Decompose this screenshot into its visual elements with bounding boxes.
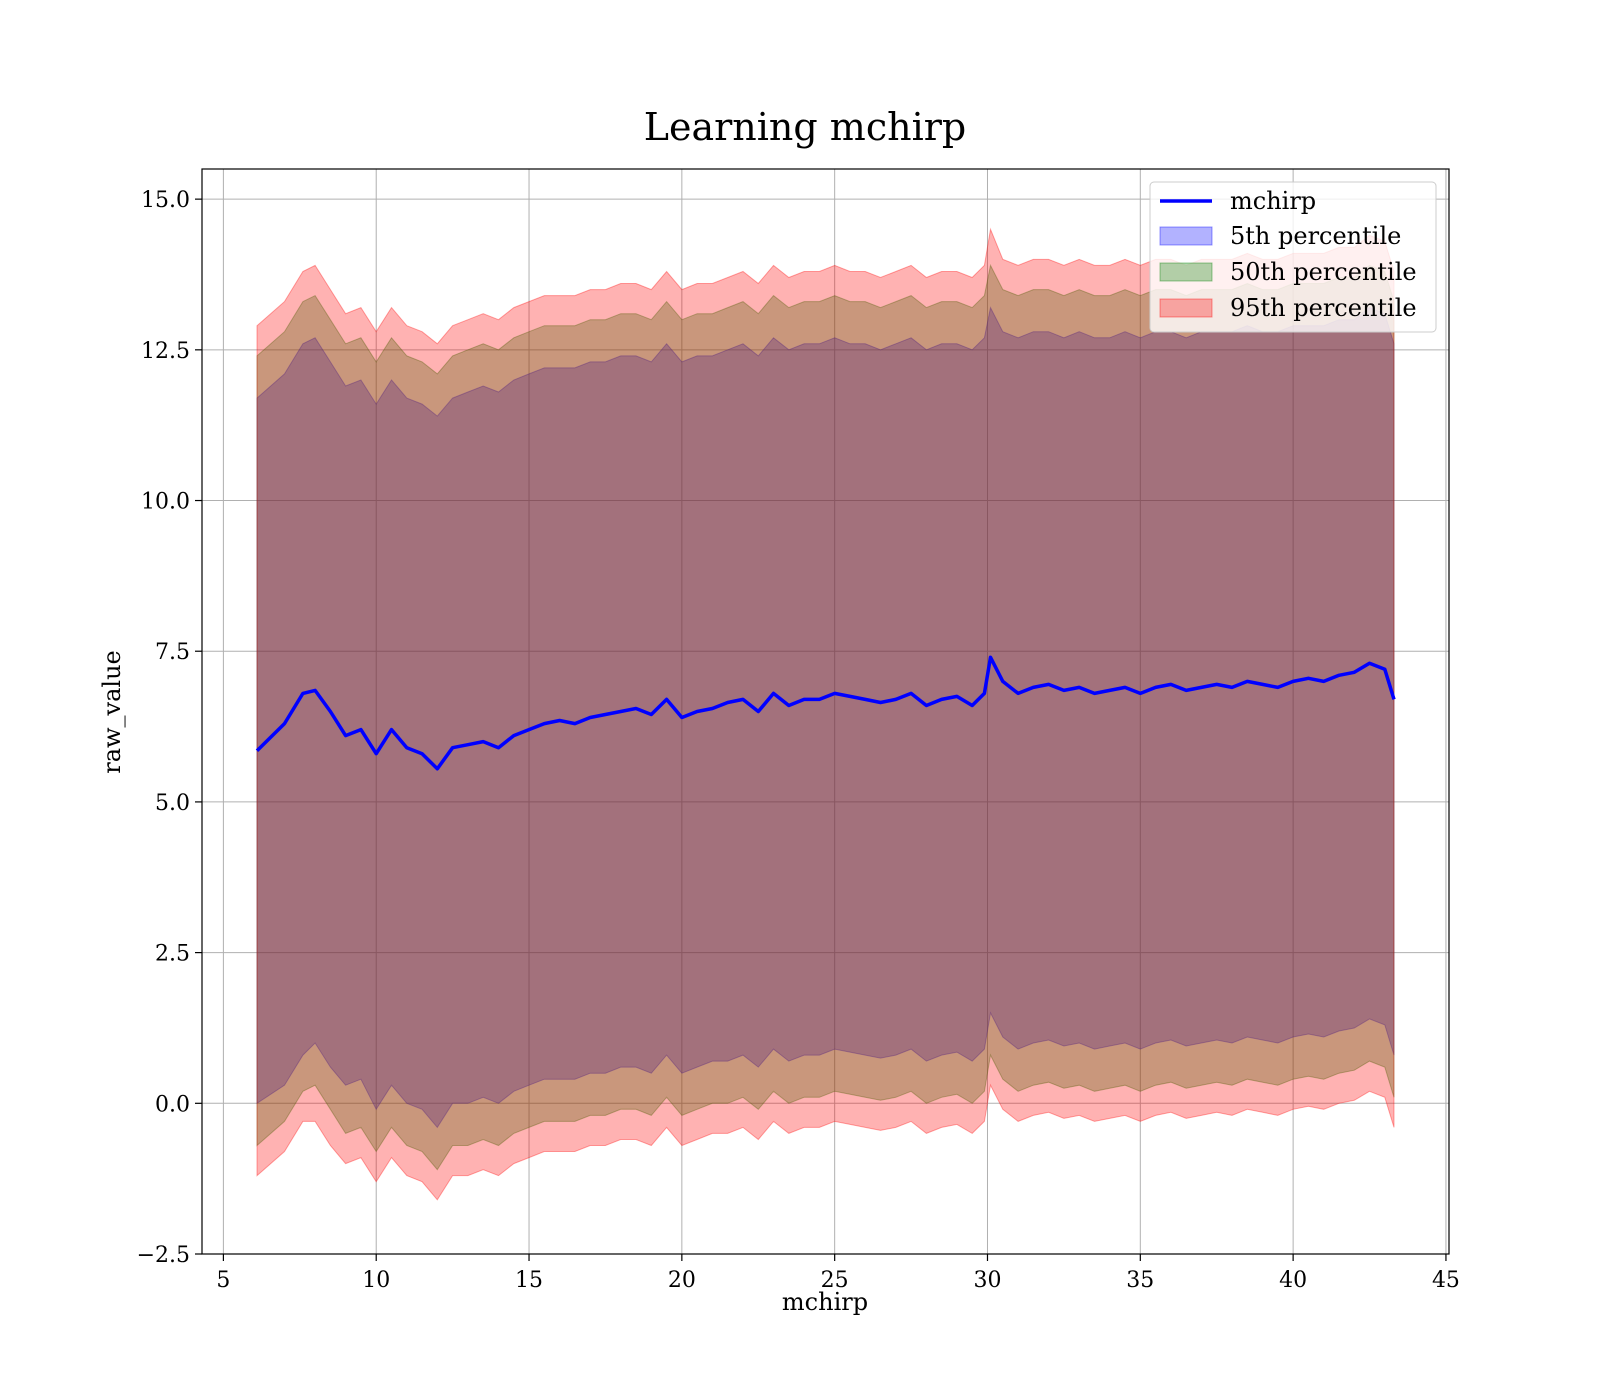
x-tick-label: 45 xyxy=(1432,1268,1460,1293)
x-tick-label: 5 xyxy=(216,1268,230,1293)
legend-label-p50: 50th percentile xyxy=(1230,258,1417,286)
x-tick-label: 25 xyxy=(821,1268,849,1293)
legend: mchirp 5th percentile 50th percentile 95… xyxy=(1149,181,1437,333)
legend-label-line: mchirp xyxy=(1230,187,1316,215)
band-p50 xyxy=(256,263,1395,1171)
x-tick-label: 30 xyxy=(973,1268,1001,1293)
y-axis-label: raw_value xyxy=(98,650,126,774)
y-tick-label: 0.0 xyxy=(155,1092,190,1117)
x-tick-label: 15 xyxy=(515,1268,543,1293)
plot-frame xyxy=(201,168,1450,1255)
y-tick-label: 5.0 xyxy=(155,791,190,816)
legend-swatch-p50 xyxy=(1159,262,1213,282)
legend-label-p5: 5th percentile xyxy=(1230,222,1401,250)
ticks: 5 10 15 20 25 30 35 40 45 −2.5 0.0 2.5 5.0 7.5 10.0 12.… xyxy=(137,188,1460,1293)
x-tick-label: 35 xyxy=(1126,1268,1154,1293)
grid xyxy=(202,169,1449,1255)
chart-title: Learning mchirp xyxy=(644,105,966,149)
series-lines xyxy=(255,655,1396,771)
legend-swatch-p95 xyxy=(1159,298,1213,318)
legend-frame xyxy=(1149,181,1437,333)
y-tick-label: 7.5 xyxy=(155,640,190,665)
x-axis-label: mchirp xyxy=(782,1288,868,1316)
y-tick-label: 15.0 xyxy=(141,188,190,213)
series-line-mchirp xyxy=(255,655,1396,771)
band-p5 xyxy=(256,306,1395,1129)
y-tick-label: 10.0 xyxy=(141,490,190,515)
y-tick-label: 12.5 xyxy=(141,339,190,364)
legend-label-p95: 95th percentile xyxy=(1230,294,1417,322)
percentile-bands xyxy=(256,227,1395,1201)
x-tick-label: 10 xyxy=(362,1268,390,1293)
x-tick-label: 20 xyxy=(668,1268,696,1293)
legend-swatch-p5 xyxy=(1159,226,1213,246)
y-tick-label: 2.5 xyxy=(155,942,190,967)
x-tick-label: 40 xyxy=(1279,1268,1307,1293)
band-p95 xyxy=(256,227,1395,1201)
y-tick-label: −2.5 xyxy=(137,1243,190,1268)
